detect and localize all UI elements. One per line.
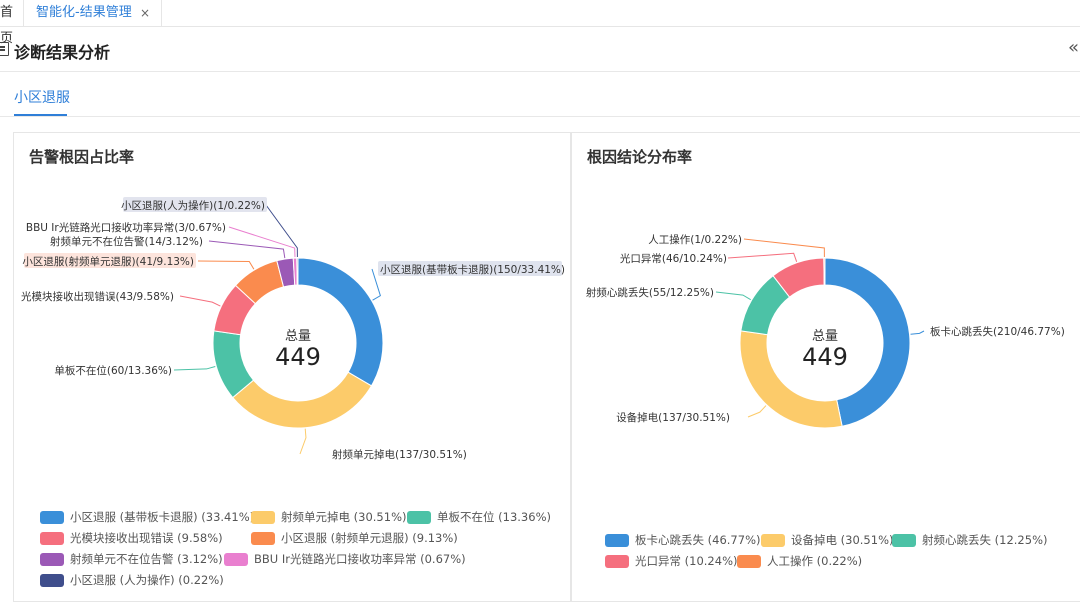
legend-item-4[interactable]: 人工操作 (0.22%) bbox=[737, 554, 862, 568]
legend-label-2: 单板不在位 (13.36%) bbox=[437, 510, 551, 524]
label-leader-line-1 bbox=[747, 405, 767, 418]
tab-home[interactable]: 首页 bbox=[0, 0, 24, 46]
collapse-icon[interactable]: « bbox=[1068, 37, 1080, 58]
legend-label-7: 小区退服 (人为操作) (0.22%) bbox=[70, 573, 224, 587]
label-leader-line-3 bbox=[179, 295, 221, 307]
tab-bar: 首页 智能化-结果管理 × bbox=[0, 0, 1080, 46]
legend-label-0: 小区退服 (基带板卡退服) (33.41%) bbox=[70, 510, 254, 524]
label-highlight-4 bbox=[24, 253, 196, 268]
tab-cell-out-of-service[interactable]: 小区退服 bbox=[14, 90, 70, 106]
legend-swatch-3 bbox=[605, 555, 629, 568]
donut-slice-0[interactable] bbox=[824, 257, 911, 427]
page-header: 诊断结果分析 « bbox=[0, 28, 1080, 72]
legend-item-2[interactable]: 射频心跳丢失 (12.25%) bbox=[892, 533, 1047, 547]
active-tab-indicator bbox=[14, 114, 67, 116]
tab-home-label: 首页 bbox=[0, 5, 14, 46]
slice-label-7: 小区退服(人为操作)(1/0.22%) bbox=[121, 199, 265, 212]
slice-label-4: 小区退服(射频单元退服)(41/9.13%) bbox=[22, 255, 194, 268]
donut-center-value: 449 bbox=[802, 343, 848, 371]
legend-label-0: 板卡心跳丢失 (46.77%) bbox=[635, 533, 760, 547]
label-leader-line-4 bbox=[197, 260, 255, 270]
legend-swatch-1 bbox=[251, 511, 275, 524]
legend-swatch-0 bbox=[40, 511, 64, 524]
legend-swatch-5 bbox=[40, 553, 64, 566]
label-leader-line-1 bbox=[299, 428, 307, 455]
slice-label-2: 射频心跳丢失(55/12.25%) bbox=[586, 286, 714, 299]
donut-slice-7[interactable] bbox=[296, 257, 299, 286]
donut-center-label: 总量 bbox=[285, 329, 311, 344]
close-icon[interactable]: × bbox=[140, 6, 151, 20]
legend-item-0[interactable]: 板卡心跳丢失 (46.77%) bbox=[605, 533, 760, 547]
alarm-root-cause-panel: 告警根因占比率 小区退服(基带板卡退服)(150/33.41%) 射频单元掉电(1… bbox=[13, 132, 571, 602]
root-cause-conclusion-title: 根因结论分布率 bbox=[587, 148, 693, 166]
legend-swatch-1 bbox=[761, 534, 785, 547]
slice-label-1: 设备掉电(137/30.51%) bbox=[616, 411, 730, 424]
donut-center-value: 449 bbox=[275, 343, 321, 371]
alarm-root-cause-title: 告警根因占比率 bbox=[29, 148, 135, 166]
label-leader-line-2 bbox=[173, 365, 216, 371]
donut-center-label: 总量 bbox=[812, 329, 838, 344]
legend-item-1[interactable]: 设备掉电 (30.51%) bbox=[761, 533, 893, 547]
legend-swatch-0 bbox=[605, 534, 629, 547]
label-leader-line-7 bbox=[265, 204, 298, 258]
legend-item-3[interactable]: 光口异常 (10.24%) bbox=[605, 554, 737, 568]
legend-label-5: 射频单元不在位告警 (3.12%) bbox=[70, 552, 223, 566]
label-leader-line-3 bbox=[727, 252, 798, 262]
legend-swatch-4 bbox=[251, 532, 275, 545]
label-leader-line-4 bbox=[743, 238, 825, 258]
legend-item-1[interactable]: 射频单元掉电 (30.51%) bbox=[251, 510, 406, 524]
legend-label-4: 小区退服 (射频单元退服) (9.13%) bbox=[281, 531, 458, 545]
legend-item-2[interactable]: 单板不在位 (13.36%) bbox=[407, 510, 551, 524]
legend-label-2: 射频心跳丢失 (12.25%) bbox=[922, 533, 1047, 547]
tab-results-management-label: 智能化-结果管理 bbox=[36, 5, 132, 20]
legend-item-3[interactable]: 光模块接收出现错误 (9.58%) bbox=[40, 531, 223, 545]
label-leader-line-2 bbox=[715, 291, 751, 301]
page-title: 诊断结果分析 bbox=[14, 43, 111, 62]
slice-label-3: 光模块接收出现错误(43/9.58%) bbox=[21, 290, 174, 303]
legend-swatch-2 bbox=[892, 534, 916, 547]
slice-label-0: 板卡心跳丢失(210/46.77%) bbox=[930, 325, 1065, 338]
legend-swatch-3 bbox=[40, 532, 64, 545]
slice-label-2: 单板不在位(60/13.36%) bbox=[54, 364, 172, 377]
legend-label-1: 射频单元掉电 (30.51%) bbox=[281, 510, 406, 524]
sub-tab-bar: 小区退服 bbox=[0, 73, 1080, 117]
slice-label-1: 射频单元掉电(137/30.51%) bbox=[332, 448, 467, 461]
legend-item-5[interactable]: 射频单元不在位告警 (3.12%) bbox=[40, 552, 223, 566]
label-leader-line-0 bbox=[371, 268, 381, 301]
legend-swatch-7 bbox=[40, 574, 64, 587]
legend-swatch-4 bbox=[737, 555, 761, 568]
label-leader-line-6 bbox=[228, 226, 296, 258]
document-icon bbox=[0, 42, 9, 56]
donut-slice-4[interactable] bbox=[823, 257, 826, 286]
slice-label-0: 小区退服(基带板卡退服)(150/33.41%) bbox=[380, 263, 565, 276]
label-highlight-7 bbox=[123, 197, 267, 212]
legend-swatch-6 bbox=[224, 553, 248, 566]
slice-label-4: 人工操作(1/0.22%) bbox=[648, 233, 742, 246]
slice-label-6: BBU Ir光链路光口接收功率异常(3/0.67%) bbox=[26, 221, 226, 234]
legend-item-4[interactable]: 小区退服 (射频单元退服) (9.13%) bbox=[251, 531, 458, 545]
root-cause-conclusion-chart: 板卡心跳丢失(210/46.77%) 设备掉电(137/30.51%) 射频心跳丢失… bbox=[586, 233, 1065, 568]
root-cause-conclusion-panel: 根因结论分布率 板卡心跳丢失(210/46.77%) 设备掉电(137/30.51… bbox=[571, 132, 1080, 602]
slice-label-5: 射频单元不在位告警(14/3.12%) bbox=[50, 235, 203, 248]
legend-label-3: 光模块接收出现错误 (9.58%) bbox=[70, 531, 223, 545]
legend-item-0[interactable]: 小区退服 (基带板卡退服) (33.41%) bbox=[40, 510, 254, 524]
legend-label-6: BBU Ir光链路光口接收功率异常 (0.67%) bbox=[254, 552, 466, 566]
slice-label-3: 光口异常(46/10.24%) bbox=[620, 252, 727, 265]
label-highlight-0 bbox=[378, 261, 562, 276]
tab-results-management[interactable]: 智能化-结果管理 × bbox=[24, 0, 162, 27]
alarm-root-cause-chart: 小区退服(基带板卡退服)(150/33.41%) 射频单元掉电(137/30.51… bbox=[21, 197, 565, 587]
legend-swatch-2 bbox=[407, 511, 431, 524]
legend-item-7[interactable]: 小区退服 (人为操作) (0.22%) bbox=[40, 573, 224, 587]
legend-item-6[interactable]: BBU Ir光链路光口接收功率异常 (0.67%) bbox=[224, 552, 466, 566]
label-leader-line-5 bbox=[208, 240, 286, 259]
label-leader-line-0 bbox=[910, 330, 925, 335]
legend-label-4: 人工操作 (0.22%) bbox=[767, 554, 862, 568]
legend-label-1: 设备掉电 (30.51%) bbox=[791, 533, 893, 547]
legend-label-3: 光口异常 (10.24%) bbox=[635, 554, 737, 568]
